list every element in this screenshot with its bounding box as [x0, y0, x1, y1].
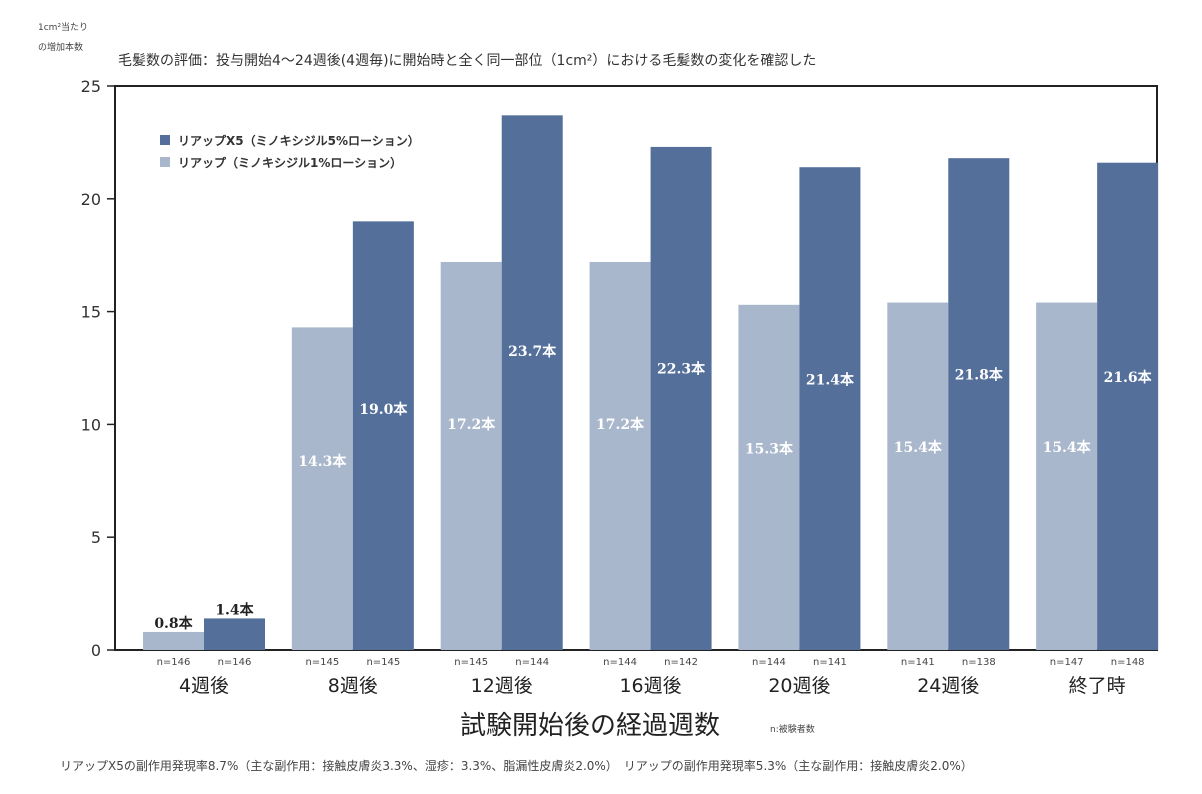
y-unit-label-line1: 1cm²当たり	[38, 23, 89, 33]
bar	[887, 302, 949, 650]
legend-label: リアップ（ミノキシジル1%ローション）	[178, 155, 402, 170]
n-label: n=141	[901, 657, 935, 668]
data-label: 21.8本	[955, 367, 1004, 384]
data-label: 19.0本	[359, 401, 408, 418]
bar	[799, 167, 861, 650]
data-label: 17.2本	[447, 416, 496, 433]
n-label: n=145	[366, 657, 400, 668]
bar	[1097, 162, 1159, 651]
legend-swatch	[160, 157, 170, 167]
data-label: 21.6本	[1104, 369, 1153, 386]
x-axis-title: 試験開始後の経過週数	[460, 711, 721, 741]
data-label: 23.7本	[508, 343, 557, 360]
bar	[738, 304, 800, 650]
bar	[501, 115, 563, 650]
bar	[440, 261, 502, 650]
data-label: 15.3本	[745, 440, 794, 457]
bar	[650, 146, 712, 651]
data-label: 1.4本	[215, 601, 254, 618]
n-label: n=147	[1050, 657, 1084, 668]
n-label: n=144	[752, 657, 786, 668]
x-category-label: 12週後	[471, 675, 533, 697]
bar	[204, 618, 265, 650]
n-label: n=144	[603, 657, 637, 668]
n-label: n=138	[962, 657, 996, 668]
n-label: n=142	[664, 657, 698, 668]
n-label: n=146	[157, 657, 191, 668]
y-tick-label: 15	[81, 303, 101, 322]
y-tick-label: 0	[91, 641, 101, 660]
n-note: n:被験者数	[770, 725, 815, 735]
n-label: n=145	[454, 657, 488, 668]
n-label: n=148	[1111, 657, 1145, 668]
bar	[143, 631, 204, 650]
data-label: 0.8本	[154, 615, 193, 632]
x-category-label: 8週後	[328, 675, 378, 697]
x-category-label: 16週後	[619, 675, 681, 697]
bar	[291, 327, 353, 650]
data-label: 22.3本	[657, 360, 706, 377]
data-label: 14.3本	[298, 453, 347, 470]
n-label: n=145	[305, 657, 339, 668]
bar	[589, 261, 651, 650]
y-unit-label-line2: の増加本数	[38, 43, 84, 53]
data-label: 17.2本	[596, 416, 645, 433]
x-category-label: 4週後	[179, 675, 229, 697]
data-label: 21.4本	[806, 371, 855, 388]
x-category-label: 24週後	[917, 675, 979, 697]
n-label: n=146	[218, 657, 252, 668]
bar	[352, 221, 414, 651]
legend-swatch	[160, 135, 170, 145]
data-label: 15.4本	[894, 439, 943, 456]
y-tick-label: 10	[81, 415, 101, 434]
n-label: n=144	[515, 657, 549, 668]
y-tick-label: 5	[91, 528, 101, 547]
bar	[948, 158, 1010, 650]
legend-label: リアップX5（ミノキシジル5%ローション）	[178, 133, 420, 148]
data-label: 15.4本	[1043, 439, 1092, 456]
y-tick-label: 25	[81, 77, 101, 96]
chart-title: 毛髪数の評価：投与開始4～24週後(4週毎)に開始時と全く同一部位（1cm²）に…	[118, 53, 817, 69]
side-effects-footnote: リアップX5の副作用発現率8.7%（主な副作用：接触皮膚炎3.3%、湿疹：3.3…	[60, 759, 973, 773]
n-label: n=141	[813, 657, 847, 668]
x-category-label: 終了時	[1069, 675, 1126, 697]
y-tick-label: 20	[81, 190, 101, 209]
x-category-label: 20週後	[768, 675, 830, 697]
bar	[1036, 302, 1098, 650]
